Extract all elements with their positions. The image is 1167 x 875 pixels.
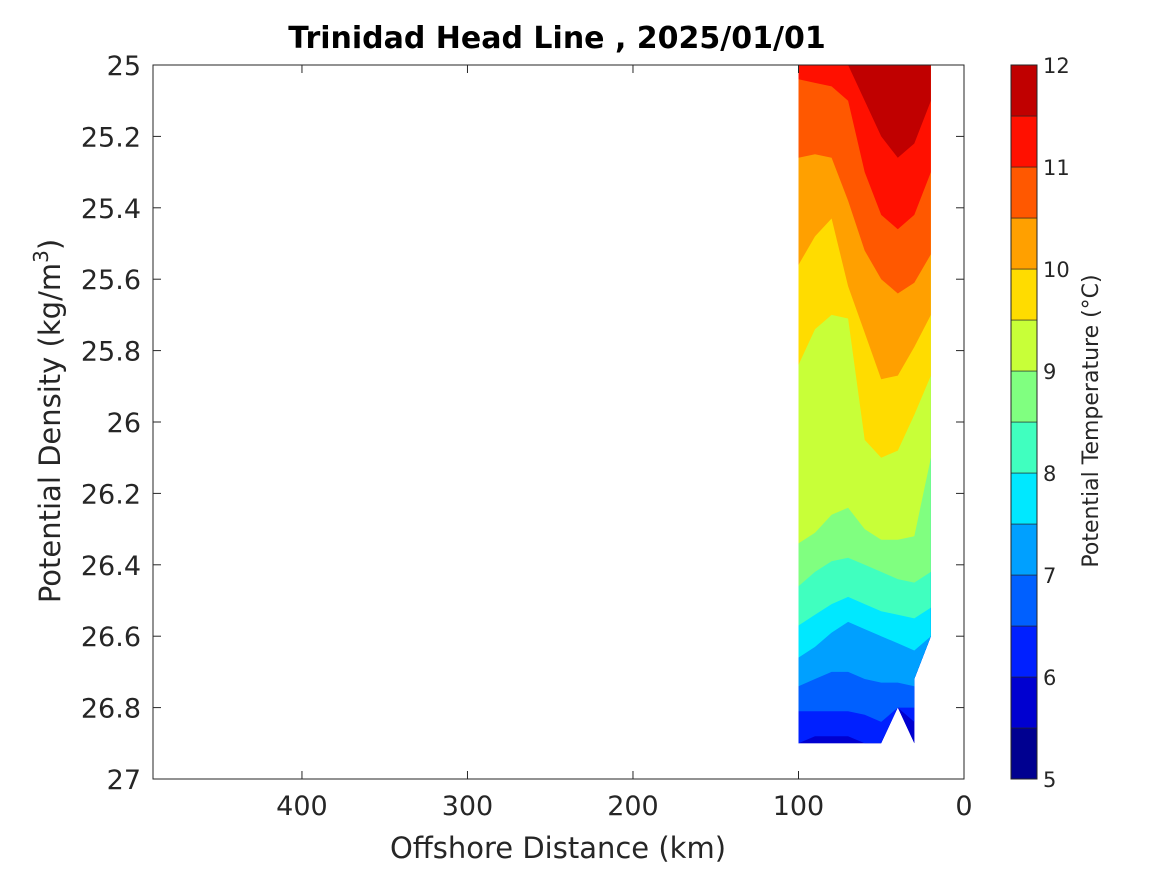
colorbar-swatch <box>1010 370 1038 423</box>
x-tick-label: 300 <box>442 791 494 822</box>
colorbar-swatch <box>1010 217 1038 270</box>
colorbar-frame <box>1010 64 1038 780</box>
y-tick-label: 25.4 <box>81 194 141 225</box>
colorbar-swatch <box>1010 523 1038 576</box>
colorbar-swatch <box>1010 166 1038 219</box>
colorbar-swatch <box>1010 115 1038 168</box>
colorbar-swatch <box>1010 472 1038 525</box>
contour-fills <box>798 65 931 744</box>
y-tick-label: 26.6 <box>81 622 141 653</box>
y-tick-label: 26 <box>107 408 141 439</box>
y-tick-label: 25 <box>107 51 141 82</box>
colorbar-tick-label: 7 <box>1043 564 1056 588</box>
y-tick-label: 26.8 <box>81 694 141 725</box>
colorbar-label: Potential Temperature (°C) <box>1079 274 1104 567</box>
colorbar-tick-label: 9 <box>1043 360 1056 384</box>
colorbar-swatch <box>1010 319 1038 372</box>
x-axis-label: Offshore Distance (km) <box>390 831 726 865</box>
colorbar-swatch <box>1010 268 1038 321</box>
x-tick-label: 0 <box>955 791 972 822</box>
y-tick-label: 26.2 <box>81 479 141 510</box>
bands <box>798 65 931 744</box>
colorbar-tick-label: 11 <box>1043 156 1070 180</box>
colorbar-tick-label: 12 <box>1043 54 1070 78</box>
x-tick-label: 400 <box>276 791 328 822</box>
colorbar-swatch <box>1010 421 1038 474</box>
x-tick-label: 100 <box>773 791 825 822</box>
y-tick-label: 26.4 <box>81 551 141 582</box>
chart-title: Trinidad Head Line , 2025/01/01 <box>288 21 825 56</box>
axes: 400 300 200 100 0 25 25.2 25.4 25.6 25.8 26 26.2 26.… <box>81 51 973 822</box>
colorbar-swatch <box>1010 727 1038 780</box>
colorbar-tick-label: 8 <box>1043 462 1056 486</box>
y-tick-label: 25.2 <box>81 122 141 153</box>
colorbar-swatch <box>1010 574 1038 627</box>
x-tick-label: 200 <box>607 791 659 822</box>
y-tick-label: 25.6 <box>81 265 141 296</box>
colorbar: 5 6 7 8 9 10 11 12 <box>1010 54 1070 792</box>
colorbar-swatch <box>1010 64 1038 117</box>
band-11.5 <box>798 65 931 158</box>
colorbar-swatch <box>1010 676 1038 729</box>
colorbar-tick-label: 5 <box>1043 768 1056 792</box>
y-axis-label: Potential Density (kg/m3) <box>29 239 67 603</box>
y-tick-label: 25.8 <box>81 337 141 368</box>
y-tick-label: 27 <box>107 765 141 796</box>
colorbar-tick-label: 6 <box>1043 666 1056 690</box>
colorbar-tick-label: 10 <box>1043 258 1070 282</box>
colorbar-swatch <box>1010 625 1038 678</box>
